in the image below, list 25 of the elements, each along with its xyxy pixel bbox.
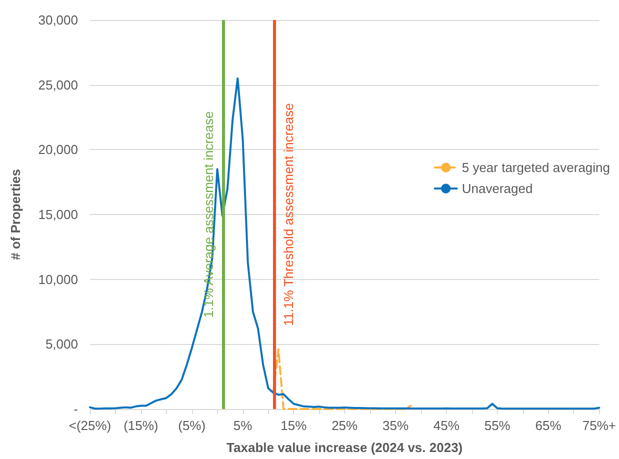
legend-label: 5 year targeted averaging [462, 160, 610, 176]
x-tick-label: 35% [382, 418, 409, 433]
legend-label: Unaveraged [462, 181, 533, 196]
y-tick-label: 30,000 [38, 12, 78, 28]
y-tick-label: - [74, 402, 78, 416]
x-tick-label: <(25%) [68, 418, 112, 433]
y-tick-label: 10,000 [38, 272, 78, 287]
y-tick-label: 20,000 [38, 142, 78, 158]
ref-line-label: 11.1% Threshold assessment increase [280, 103, 296, 326]
x-axis-title: Taxable value increase (2024 vs. 2023) [226, 440, 463, 455]
line-series [272, 348, 412, 410]
y-tick-label: 5,000 [45, 336, 78, 352]
y-tick-label: 25,000 [38, 77, 78, 92]
x-tick-label: (15%) [124, 418, 158, 433]
x-tick-label: 65% [535, 418, 562, 433]
x-tick-label: 5% [233, 418, 253, 433]
x-tick-label: (5%) [178, 418, 206, 433]
x-tick-label: 45% [433, 418, 460, 433]
ref-line-label: 1.1% Average assessment increase [200, 111, 216, 318]
x-tick-label: 15% [280, 418, 308, 433]
x-tick-label: 75%+ [582, 418, 616, 433]
x-tick-label: 25% [332, 418, 358, 433]
y-tick-label: 15,000 [38, 207, 78, 222]
y-axis-title: # of Properties [8, 168, 23, 260]
x-tick-label: 55% [484, 418, 511, 433]
